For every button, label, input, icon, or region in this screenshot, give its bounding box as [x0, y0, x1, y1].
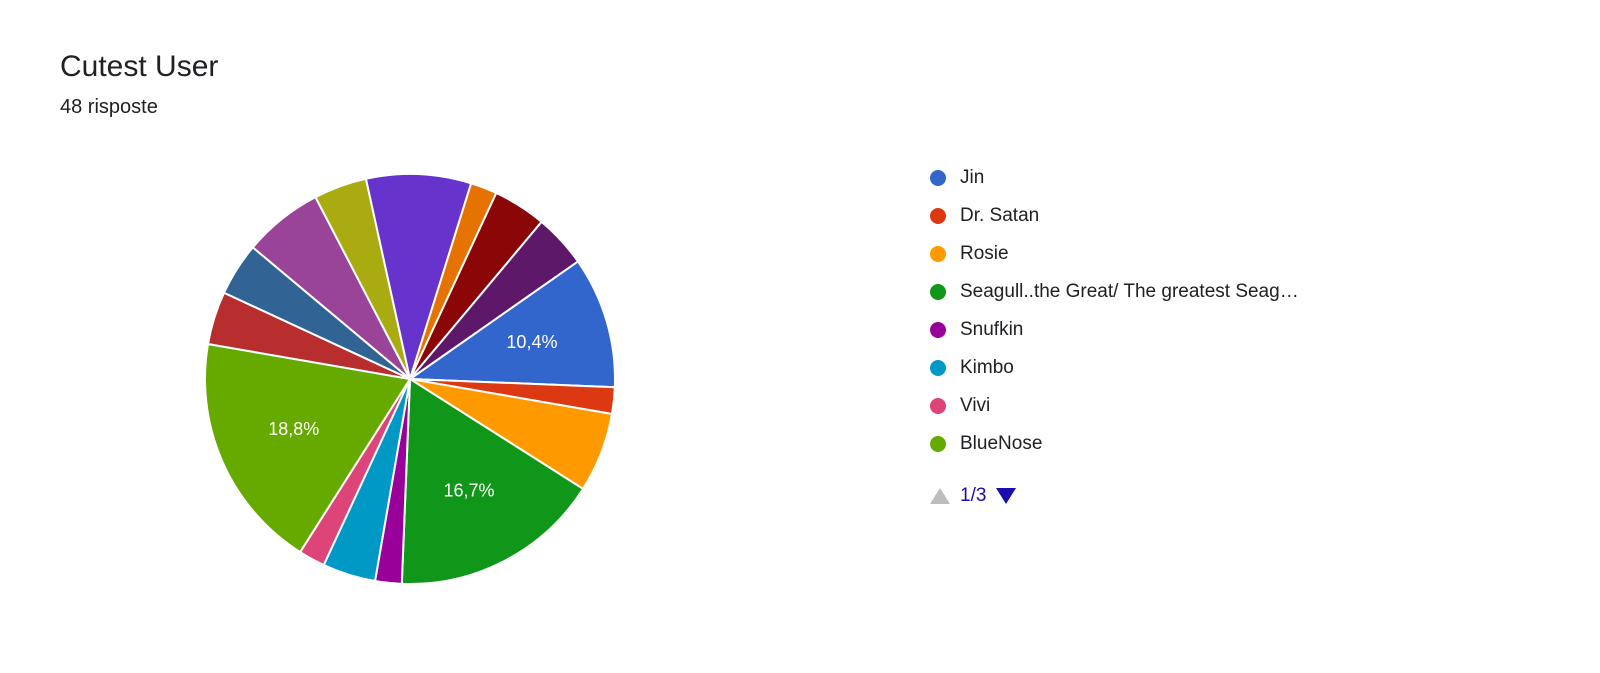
legend-label: Snufkin	[960, 319, 1023, 341]
legend-swatch	[930, 208, 946, 224]
legend: Jin Dr. Satan Rosie Seagull..the Great/ The…	[930, 149, 1299, 507]
legend-swatch	[930, 170, 946, 186]
legend-label: Dr. Satan	[960, 205, 1039, 227]
legend-item[interactable]: BlueNose	[930, 433, 1299, 455]
legend-item[interactable]: Seagull..the Great/ The greatest Seag…	[930, 281, 1299, 303]
legend-swatch	[930, 360, 946, 376]
legend-label: Rosie	[960, 243, 1009, 265]
legend-item[interactable]: Rosie	[930, 243, 1299, 265]
pie-svg: 10,4% 16,7% 18,8%	[195, 164, 625, 594]
pager-next-icon[interactable]	[996, 488, 1016, 504]
legend-item[interactable]: Jin	[930, 167, 1299, 189]
chart-subtitle: 48 risposte	[60, 96, 1540, 119]
legend-label: Seagull..the Great/ The greatest Seag…	[960, 281, 1299, 303]
pager-text: 1/3	[960, 485, 986, 507]
chart-row: 10,4% 16,7% 18,8% Jin Dr. Satan Rosie Seagull…	[60, 149, 1540, 609]
legend-item[interactable]: Snufkin	[930, 319, 1299, 341]
pie-slice-label: 10,4%	[506, 332, 557, 352]
legend-item[interactable]: Dr. Satan	[930, 205, 1299, 227]
legend-label: BlueNose	[960, 433, 1042, 455]
legend-label: Vivi	[960, 395, 990, 417]
legend-label: Kimbo	[960, 357, 1014, 379]
legend-pager: 1/3	[930, 485, 1299, 507]
legend-swatch	[930, 246, 946, 262]
legend-swatch	[930, 284, 946, 300]
legend-swatch	[930, 322, 946, 338]
legend-swatch	[930, 436, 946, 452]
chart-card: Cutest User 48 risposte 10,4% 16,7% 18,8% …	[0, 0, 1600, 673]
pie-slice-label: 18,8%	[268, 419, 319, 439]
legend-item[interactable]: Kimbo	[930, 357, 1299, 379]
pager-prev-icon[interactable]	[930, 488, 950, 504]
legend-label: Jin	[960, 167, 984, 189]
legend-swatch	[930, 398, 946, 414]
pie-slice-label: 16,7%	[443, 480, 494, 500]
chart-title: Cutest User	[60, 50, 1540, 84]
pie-chart: 10,4% 16,7% 18,8%	[60, 149, 760, 609]
legend-item[interactable]: Vivi	[930, 395, 1299, 417]
